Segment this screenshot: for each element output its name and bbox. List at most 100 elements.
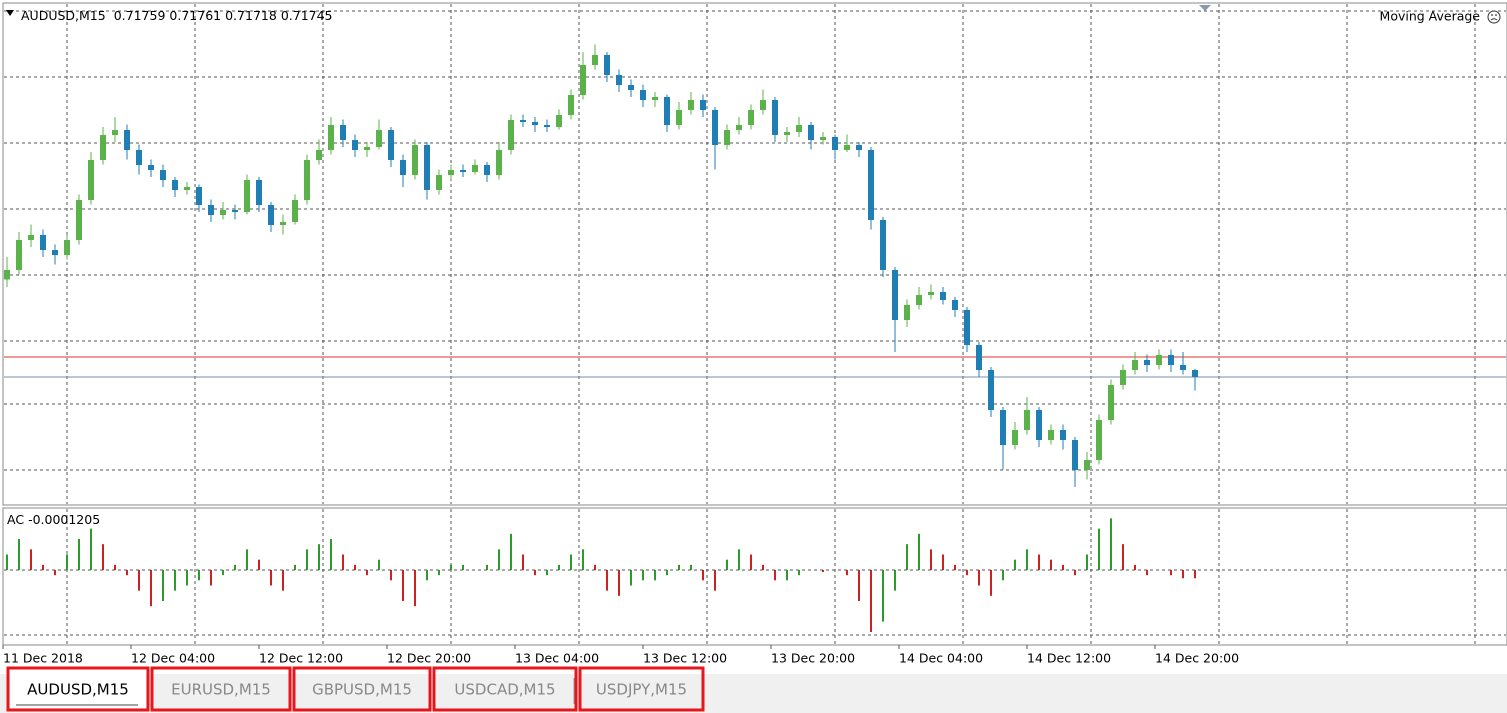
ac-label: AC -0.0001205: [7, 512, 100, 527]
candle-body: [784, 132, 790, 135]
candle-body: [940, 292, 946, 300]
candle-body: [4, 270, 10, 280]
candle-body: [100, 135, 106, 160]
candle-body: [952, 300, 958, 310]
candle-body: [340, 125, 346, 140]
tab-label[interactable]: GBPUSD,M15: [312, 681, 412, 699]
candle-body: [964, 310, 970, 345]
close-value: 0.71745: [281, 8, 333, 23]
candle-body: [748, 110, 754, 125]
candle-body: [424, 145, 430, 190]
candle-body: [520, 120, 526, 122]
candle-body: [412, 145, 418, 175]
candle-body: [868, 150, 874, 220]
tab-highlight: [292, 666, 432, 712]
candle-body: [1096, 420, 1102, 460]
candle-body: [820, 137, 826, 140]
candle-body: [556, 115, 562, 127]
tab-bar: [0, 674, 1507, 713]
candle-body: [652, 97, 658, 100]
candle-body: [232, 210, 238, 212]
candle-body: [1192, 370, 1198, 377]
candle-body: [1180, 365, 1186, 370]
candle-body: [688, 100, 694, 110]
candle-body: [136, 150, 142, 165]
candle-body: [280, 222, 286, 225]
candle-body: [76, 200, 82, 240]
candle-body: [208, 205, 214, 215]
candle-body: [628, 85, 634, 90]
candle-body: [664, 97, 670, 125]
candle-body: [904, 305, 910, 320]
x-tick-label: 13 Dec 04:00: [515, 651, 599, 666]
candle-body: [16, 240, 22, 270]
candle-body: [448, 170, 454, 175]
candle-body: [1156, 355, 1162, 365]
candle-body: [244, 180, 250, 212]
candle-body: [436, 175, 442, 190]
candle-body: [64, 240, 70, 255]
candle-body: [1012, 430, 1018, 445]
ac-value: -0.0001205: [28, 512, 100, 527]
candle-body: [796, 125, 802, 132]
low-value: 0.71718: [225, 8, 277, 23]
candle-body: [1024, 410, 1030, 430]
candle-body: [400, 160, 406, 175]
candle-body: [196, 187, 202, 205]
candle-body: [700, 100, 706, 110]
candle-body: [1084, 460, 1090, 470]
tab-label[interactable]: AUDUSD,M15: [27, 681, 129, 699]
candle-body: [928, 292, 934, 295]
candle-body: [532, 122, 538, 125]
candle-body: [172, 180, 178, 190]
tab-label[interactable]: USDCAD,M15: [454, 681, 555, 699]
candle-body: [148, 165, 154, 170]
candle-body: [472, 165, 478, 172]
x-tick-label: 12 Dec 04:00: [131, 651, 215, 666]
candle-body: [376, 130, 382, 147]
candle-body: [316, 150, 322, 160]
x-tick-label: 14 Dec 20:00: [1155, 651, 1239, 666]
tab-highlight: [432, 666, 578, 712]
candle-body: [112, 130, 118, 135]
x-tick-label: 12 Dec 20:00: [387, 651, 471, 666]
candle-body: [736, 125, 742, 130]
candle-body: [496, 150, 502, 175]
candle-body: [328, 125, 334, 150]
candle-body: [304, 160, 310, 200]
candle-body: [268, 205, 274, 225]
ac-pane: [2, 507, 1507, 646]
active-tab[interactable]: [10, 672, 146, 708]
candle-body: [856, 145, 862, 150]
tab-label[interactable]: USDJPY,M15: [596, 681, 687, 699]
candle-body: [1144, 360, 1150, 365]
x-tick-label: 13 Dec 12:00: [643, 651, 727, 666]
candle-body: [388, 130, 394, 160]
x-tick-label: 14 Dec 12:00: [1027, 651, 1111, 666]
candle-body: [544, 125, 550, 127]
collapse-arrow[interactable]: [6, 10, 14, 16]
candle-body: [568, 95, 574, 115]
indicator-label: Moving Average: [1380, 9, 1481, 24]
candle-body: [352, 140, 358, 150]
candle-body: [460, 170, 466, 172]
x-tick-label: 11 Dec 2018: [3, 651, 83, 666]
high-value: 0.71761: [169, 8, 221, 23]
candle-body: [640, 90, 646, 100]
tab-label[interactable]: EURUSD,M15: [171, 681, 271, 699]
candle-body: [364, 147, 370, 150]
symbol: AUDUSD,M15: [21, 8, 106, 23]
candle-body: [28, 235, 34, 240]
candle-body: [1060, 430, 1066, 440]
candle-body: [160, 170, 166, 180]
candle-body: [880, 220, 886, 270]
candle-body: [604, 55, 610, 75]
candle-body: [580, 65, 586, 95]
candle-body: [1132, 360, 1138, 370]
candle-body: [88, 160, 94, 200]
candle-body: [220, 210, 226, 215]
candle-body: [892, 270, 898, 320]
ac-name: AC: [7, 512, 24, 527]
candle-body: [1072, 440, 1078, 470]
shift-marker: [1199, 5, 1211, 11]
